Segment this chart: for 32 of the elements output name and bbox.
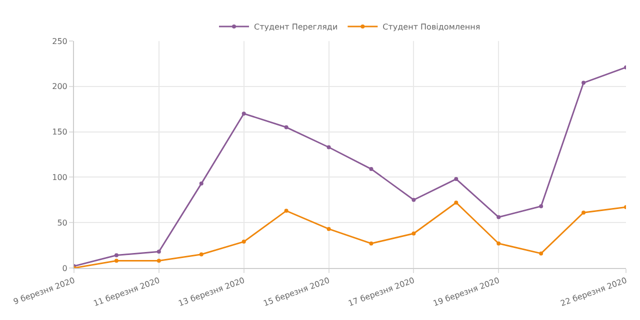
point	[582, 80, 586, 85]
point	[199, 182, 204, 186]
point	[496, 215, 501, 220]
point	[539, 204, 544, 208]
point	[284, 208, 288, 213]
point	[114, 258, 118, 263]
point	[412, 198, 416, 202]
point	[156, 258, 161, 263]
point	[326, 226, 331, 231]
point	[156, 250, 161, 254]
point	[454, 177, 458, 182]
y-tick-label: 100	[52, 173, 68, 182]
point	[539, 251, 544, 256]
y-tick-label: 150	[52, 128, 68, 137]
point	[369, 241, 374, 246]
point	[582, 210, 586, 215]
point	[496, 241, 501, 246]
legend-label: Студент Перегляди	[254, 22, 338, 32]
point	[454, 200, 458, 205]
y-tick-label: 250	[52, 36, 68, 46]
point	[199, 252, 204, 256]
point	[114, 253, 118, 258]
y-tick-label: 200	[52, 82, 68, 92]
point	[369, 167, 374, 172]
point	[242, 112, 246, 116]
legend-label: Студент Повідомлення	[382, 22, 480, 32]
point	[242, 240, 246, 244]
y-tick-label: 0	[62, 264, 68, 273]
point	[284, 125, 288, 130]
y-tick-label: 50	[57, 218, 68, 228]
point	[412, 232, 416, 236]
point	[326, 145, 331, 150]
